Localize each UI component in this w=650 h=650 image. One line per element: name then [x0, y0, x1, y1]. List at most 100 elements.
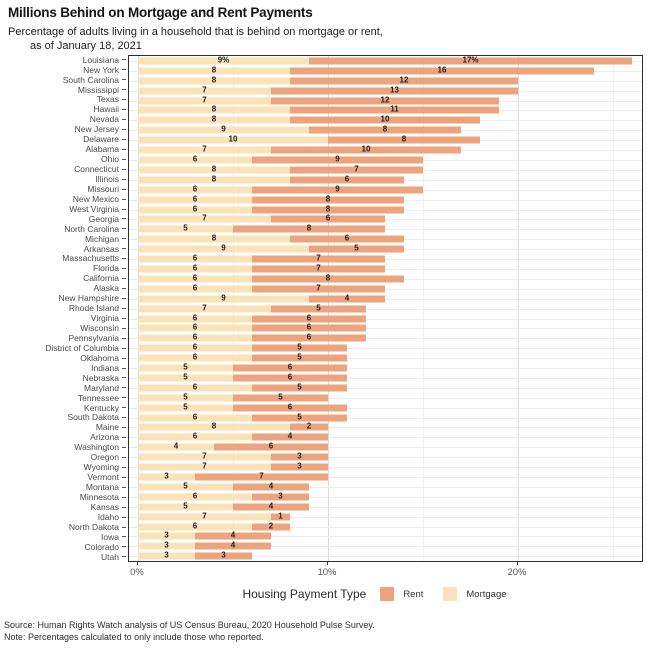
rent-value-label: 3	[278, 491, 283, 501]
state-label: Tennessee	[77, 392, 119, 403]
mortgage-segment	[138, 374, 233, 382]
rent-value-label: 9	[335, 184, 340, 194]
mortgage-segment	[138, 344, 252, 352]
mortgage-segment	[138, 463, 271, 471]
stacked-bar	[138, 235, 404, 243]
y-label-row: Michigan	[0, 234, 126, 244]
y-label-row: Texas	[0, 95, 126, 105]
state-label: Louisiana	[82, 54, 119, 65]
x-tick-mark	[517, 561, 518, 565]
gridline-25	[613, 56, 614, 561]
row-gridline	[129, 358, 642, 360]
stacked-bar	[138, 364, 347, 372]
rent-value-label: 5	[278, 392, 283, 402]
y-tick-mark	[122, 198, 126, 200]
y-tick-mark	[122, 486, 126, 488]
mortgage-segment	[138, 453, 271, 461]
state-label: Maine	[95, 422, 119, 433]
y-tick-mark	[122, 208, 126, 210]
rent-value-label: 8	[325, 194, 331, 204]
stacked-bar	[138, 523, 290, 531]
stacked-bar	[138, 344, 347, 352]
mortgage-value-label: 6	[192, 283, 198, 293]
mortgage-value-label: 9	[221, 293, 226, 303]
stacked-bar	[138, 394, 328, 402]
rent-value-label: 6	[306, 323, 312, 333]
y-tick-mark	[122, 307, 126, 309]
y-label-row: Idaho	[0, 512, 126, 522]
mortgage-value-label: 3	[164, 471, 169, 481]
legend: Housing Payment Type Rent Mortgage	[128, 584, 641, 604]
stacked-bar	[138, 215, 385, 223]
rent-value-label: 7	[316, 263, 321, 273]
rent-value-label: 9	[335, 154, 340, 164]
stacked-bar	[138, 423, 328, 431]
row-gridline	[129, 477, 642, 479]
y-label-row: District of Columbia	[0, 343, 126, 353]
y-label-row: Colorado	[0, 542, 126, 552]
state-label: Pennsylvania	[68, 332, 119, 343]
mortgage-value-label: 5	[183, 402, 188, 412]
stacked-bar	[138, 443, 328, 451]
state-label: North Carolina	[64, 223, 119, 234]
state-label: Hawaii	[93, 104, 119, 115]
mortgage-segment	[138, 503, 233, 511]
rent-value-label: 5	[297, 412, 302, 422]
y-tick-mark	[122, 526, 126, 528]
y-tick-mark	[122, 536, 126, 538]
y-label-row: Wyoming	[0, 462, 126, 472]
mortgage-value-label: 6	[192, 352, 198, 362]
y-label-row: Rhode Island	[0, 303, 126, 313]
state-label: New York	[83, 64, 119, 75]
y-tick-mark	[122, 476, 126, 478]
state-label: Illinois	[95, 173, 119, 184]
row-gridline	[129, 486, 642, 488]
y-tick-mark	[122, 317, 126, 319]
rent-segment	[252, 523, 290, 531]
mortgage-segment	[138, 473, 195, 481]
legend-title: Housing Payment Type	[242, 587, 367, 601]
stacked-bar	[138, 146, 461, 154]
rent-value-label: 8	[382, 124, 388, 134]
mortgage-segment	[138, 443, 214, 451]
mortgage-segment	[138, 67, 290, 75]
y-label-row: West Virginia	[0, 204, 126, 214]
mortgage-segment	[138, 196, 252, 204]
rent-segment	[271, 463, 328, 471]
state-label: Nebraska	[82, 372, 119, 383]
mortgage-segment	[138, 255, 252, 263]
mortgage-value-label: 5	[183, 372, 188, 382]
legend-label-mortgage: Mortgage	[466, 588, 507, 600]
row-gridline	[129, 467, 642, 469]
y-label-row: Alaska	[0, 284, 126, 294]
rent-segment	[290, 116, 480, 124]
rent-segment	[233, 503, 309, 511]
y-label-row: Louisiana	[0, 55, 126, 65]
y-label-row: Wisconsin	[0, 323, 126, 333]
mortgage-value-label: 8	[211, 65, 217, 75]
rent-segment	[252, 384, 347, 392]
mortgage-segment	[138, 423, 290, 431]
rent-value-label: 3	[297, 461, 302, 471]
state-label: Michigan	[84, 233, 119, 244]
x-tick-label: 20%	[507, 567, 527, 578]
rent-segment	[233, 364, 347, 372]
y-tick-mark	[122, 268, 126, 270]
mortgage-segment	[138, 532, 195, 540]
stacked-bar	[138, 116, 480, 124]
rent-segment	[309, 295, 385, 303]
rent-value-label: 5	[297, 342, 302, 352]
rent-value-label: 6	[268, 441, 274, 451]
mortgage-segment	[138, 77, 290, 85]
y-tick-mark	[122, 496, 126, 498]
mortgage-segment	[138, 404, 233, 412]
y-label-row: Tennessee	[0, 393, 126, 403]
mortgage-segment	[138, 136, 328, 144]
y-tick-mark	[122, 119, 126, 121]
